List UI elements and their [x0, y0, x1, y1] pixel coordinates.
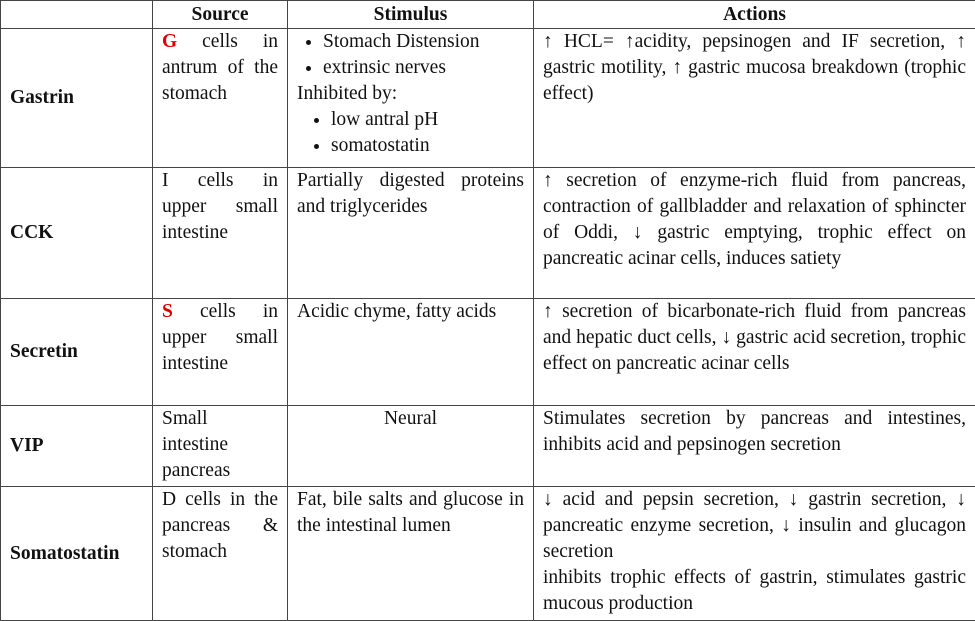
action-text: ↑ HCL= ↑acidity, pepsinogen and IF secre… [543, 29, 966, 107]
action-text: inhibits trophic effects of gastrin, sti… [543, 565, 966, 617]
inhibitor-item: low antral pH [331, 107, 524, 133]
action-text: ↑ secretion of enzyme-rich fluid from pa… [543, 168, 966, 272]
stimulus-item: Stomach Distension [323, 29, 524, 55]
source-text: cells in upper small intestine [162, 301, 278, 374]
actions-cell: Stimulates secretion by pancreas and int… [534, 406, 975, 487]
hormone-name: Gastrin [1, 29, 153, 168]
stimulus-item: extrinsic nerves [323, 55, 524, 81]
source-cell: S cells in upper small intestine [153, 299, 288, 406]
source-text: D cells in the pancreas & stomach [162, 489, 278, 562]
action-text: Stimulates secretion by pancreas and int… [543, 406, 966, 458]
header-cell [1, 1, 153, 29]
stimulus-cell: Acidic chyme, fatty acids [288, 299, 534, 406]
inhibitor-list: low antral pHsomatostatin [297, 107, 524, 159]
actions-cell: ↑ secretion of enzyme-rich fluid from pa… [534, 168, 975, 299]
source-text: cells in antrum of the stomach [162, 31, 278, 104]
action-text: ↓ acid and pepsin secretion, ↓ gastrin s… [543, 487, 966, 565]
stimulus-cell: Partially digested proteins and triglyce… [288, 168, 534, 299]
column-header: Stimulus [288, 1, 534, 29]
actions-cell: ↓ acid and pepsin secretion, ↓ gastrin s… [534, 487, 975, 621]
source-highlight: G [162, 31, 177, 52]
source-cell: G cells in antrum of the stomach [153, 29, 288, 168]
hormone-name: Secretin [1, 299, 153, 406]
stimulus-cell: Stomach Distensionextrinsic nervesInhibi… [288, 29, 534, 168]
source-text: I cells in upper small intestine [162, 170, 278, 243]
stimulus-cell: Neural [288, 406, 534, 487]
action-text: ↑ secretion of bicarbonate-rich fluid fr… [543, 299, 966, 377]
actions-cell: ↑ HCL= ↑acidity, pepsinogen and IF secre… [534, 29, 975, 168]
inhibited-label: Inhibited by: [297, 81, 524, 107]
hormone-name: VIP [1, 406, 153, 487]
hormone-name: Somatostatin [1, 487, 153, 621]
actions-cell: ↑ secretion of bicarbonate-rich fluid fr… [534, 299, 975, 406]
source-text: Small intestine pancreas [162, 408, 230, 481]
hormone-name: CCK [1, 168, 153, 299]
source-cell: Small intestine pancreas [153, 406, 288, 487]
column-header: Actions [534, 1, 975, 29]
column-header: Source [153, 1, 288, 29]
stimulus-cell: Fat, bile salts and glucose in the intes… [288, 487, 534, 621]
source-cell: D cells in the pancreas & stomach [153, 487, 288, 621]
inhibitor-item: somatostatin [331, 133, 524, 159]
source-cell: I cells in upper small intestine [153, 168, 288, 299]
stimulus-list: Stomach Distensionextrinsic nerves [297, 29, 524, 81]
source-highlight: S [162, 301, 173, 322]
